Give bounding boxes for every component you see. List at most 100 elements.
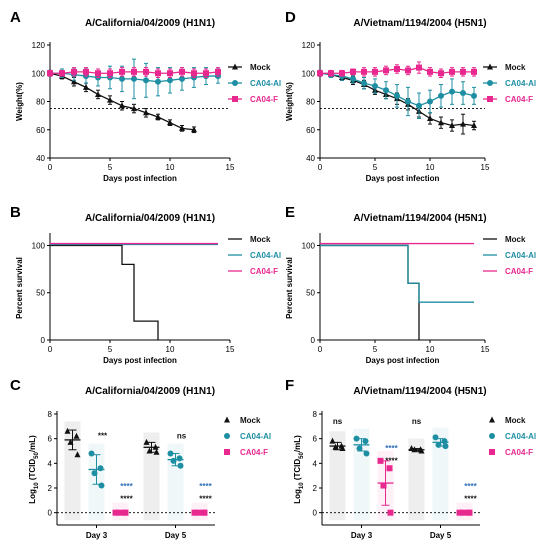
- x-tick-label: Day 5: [165, 531, 187, 540]
- legend-item: CA04-Al: [224, 432, 271, 441]
- data-point: [107, 70, 113, 77]
- y-tick-label: 100: [302, 69, 316, 78]
- legend-marker: [232, 63, 238, 70]
- data-point: [438, 119, 444, 126]
- y-tick-label: 0: [41, 336, 46, 345]
- legend-item: Mock: [228, 63, 271, 72]
- data-point: [460, 120, 466, 127]
- legend-label: CA04-F: [505, 267, 533, 276]
- significance-label: ****: [385, 444, 398, 453]
- data-point: [191, 70, 197, 77]
- legend-item: Mock: [224, 416, 261, 425]
- y-tick-label: 0: [48, 509, 53, 518]
- survival-line: [320, 244, 474, 303]
- y-label-part: (TCID: [28, 459, 37, 483]
- group-shade: [329, 431, 346, 521]
- data-point: [98, 482, 105, 489]
- y-axis-label: Weight(%): [15, 82, 24, 121]
- legend-label: CA04-F: [250, 95, 278, 104]
- data-point: [179, 75, 185, 82]
- legend-marker: [489, 433, 495, 439]
- data-point: [97, 465, 104, 472]
- data-point: [74, 451, 81, 458]
- survival-line: [320, 244, 420, 340]
- panel-e: E A/Vietnam/1194/2004 (H5N1)050100Percent…: [285, 204, 536, 365]
- panel-b: B A/California/04/2009 (H1N1)050100Percen…: [10, 204, 281, 365]
- legend-marker: [487, 96, 493, 102]
- series-al: [353, 427, 449, 521]
- series-f: [377, 451, 473, 521]
- significance-label: ****: [464, 495, 477, 504]
- x-tick-label: 10: [166, 163, 175, 172]
- y-label-part: Log: [28, 489, 37, 504]
- x-tick-label: Day 3: [351, 531, 373, 540]
- y-label-part: 50: [34, 451, 40, 458]
- series-al: [317, 69, 477, 119]
- data-point: [362, 438, 369, 445]
- data-point: [83, 68, 89, 75]
- y-axis-label: Log10 (TCID50/mL): [293, 435, 305, 504]
- data-point: [176, 455, 183, 462]
- legend-item: CA04-Al: [489, 432, 536, 441]
- data-point: [405, 67, 411, 74]
- data-point: [143, 77, 149, 84]
- data-point: [107, 96, 113, 103]
- data-point: [177, 462, 184, 469]
- significance-label: ****: [199, 482, 212, 491]
- series-al: [47, 58, 221, 100]
- data-point: [471, 92, 477, 99]
- x-axis-label: Days post infection: [366, 356, 440, 365]
- panel-a: A A/California/04/2009 (H1N1)406080100120…: [10, 9, 281, 183]
- significance-label: ****: [120, 495, 133, 504]
- data-point: [339, 70, 345, 77]
- y-tick-label: 80: [36, 98, 45, 107]
- x-tick-label: 15: [481, 345, 490, 354]
- data-point: [179, 124, 185, 131]
- legend-label: Mock: [240, 416, 261, 425]
- legend-label: Mock: [505, 416, 526, 425]
- legend-label: CA04-F: [505, 448, 533, 457]
- legend-label: CA04-F: [250, 267, 278, 276]
- legend-label: CA04-Al: [240, 432, 271, 441]
- x-tick-label: 15: [226, 345, 235, 354]
- data-point: [119, 75, 125, 82]
- data-point: [71, 78, 77, 85]
- panel-title: A/California/04/2009 (H1N1): [85, 18, 215, 29]
- y-tick-label: 80: [306, 98, 315, 107]
- data-point: [380, 482, 387, 489]
- y-axis-label: Log10 (TCID50/mL): [28, 435, 40, 504]
- legend-label: CA04-Al: [505, 251, 536, 260]
- data-point: [131, 75, 137, 82]
- panel-title: A/Vietnam/1194/2004 (H5N1): [353, 213, 486, 224]
- series-mock: [64, 421, 160, 521]
- data-point: [203, 70, 209, 77]
- series-al: [88, 443, 184, 521]
- legend-marker: [487, 80, 493, 86]
- data-point: [73, 432, 80, 439]
- legend-label: CA04-Al: [250, 79, 281, 88]
- data-point: [131, 68, 137, 75]
- data-point: [471, 122, 477, 129]
- y-label-part: 10: [299, 482, 305, 489]
- x-tick-label: 0: [48, 345, 53, 354]
- data-point: [460, 68, 466, 75]
- legend-item: CA04-F: [489, 448, 533, 457]
- data-point: [119, 68, 125, 75]
- legend-marker: [224, 433, 230, 439]
- legend-item: CA04-Al: [228, 79, 281, 88]
- significance-label: ***: [98, 432, 108, 441]
- data-point: [394, 92, 400, 99]
- data-point: [377, 457, 384, 464]
- legend-marker: [232, 80, 238, 86]
- data-point: [167, 119, 173, 126]
- data-point: [386, 465, 393, 472]
- panel-title: A/California/04/2009 (H1N1): [85, 213, 215, 224]
- data-point: [387, 509, 394, 516]
- legend-marker: [489, 449, 495, 455]
- x-tick-label: 10: [426, 345, 435, 354]
- x-tick-label: 10: [426, 163, 435, 172]
- panel-d: D A/Vietnam/1194/2004 (H5N1)406080100120W…: [285, 9, 536, 183]
- significance-label: ****: [120, 482, 133, 491]
- series-al: [320, 244, 474, 303]
